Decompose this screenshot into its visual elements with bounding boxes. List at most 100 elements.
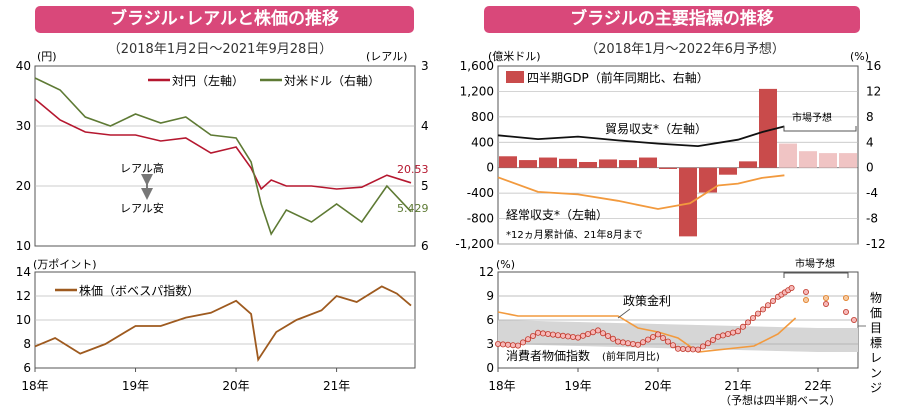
- cpi-point: [600, 330, 607, 337]
- stock-tick: 6: [23, 361, 31, 375]
- right-title: ブラジルの主要指標の推移: [570, 9, 774, 29]
- fx-left-unit: (円): [37, 50, 57, 63]
- bovespa-line: [34, 285, 412, 363]
- cpi-markers: [494, 284, 795, 353]
- cpi-point: [715, 333, 722, 340]
- macro-right-tick: 0: [866, 161, 874, 175]
- label-policy: 政策金利: [623, 293, 671, 308]
- left-x-tick: 21年: [323, 379, 350, 393]
- cpi-point: [765, 302, 772, 309]
- cpi-point: [509, 342, 516, 349]
- annot-real-weak: レアル安: [120, 201, 164, 215]
- left-title: ブラジル･レアルと株価の推移: [110, 9, 339, 29]
- fx-gridlines: [35, 125, 415, 187]
- cpi-point: [720, 332, 727, 339]
- cpi-point: [640, 339, 647, 346]
- stock-tick: 14: [16, 265, 31, 279]
- gdp-bar: [559, 158, 577, 168]
- inflation-tick: 3: [486, 337, 494, 351]
- stock-tick: 12: [16, 289, 31, 303]
- cpi-point: [525, 336, 532, 343]
- side-label-char: ン: [870, 366, 882, 380]
- macro-left-tick: 0: [486, 161, 494, 175]
- cpi-point: [650, 333, 657, 340]
- macro-left-tick: 1,600: [460, 59, 494, 73]
- gdp-bar: [759, 88, 777, 168]
- cpi-point: [675, 345, 682, 352]
- left-x-tick: 18年: [21, 379, 48, 393]
- cpi-point: [610, 335, 617, 342]
- inflation-y-axis: 12 9 6 3 0: [479, 265, 494, 375]
- cpi-point: [565, 333, 572, 340]
- policy-forecast-point: [823, 294, 830, 301]
- cpi-point: [515, 342, 522, 349]
- cpi-point: [494, 340, 501, 347]
- macro-right-tick: 8: [866, 110, 874, 124]
- policy-forecast-point: [803, 296, 810, 303]
- label-trade: 貿易収支*（左軸）: [605, 121, 707, 136]
- inflation-tick: 0: [486, 361, 494, 375]
- cpi-point: [755, 310, 762, 317]
- forecast-markers: [803, 288, 858, 323]
- inflation-forecast-label: 市場予想: [795, 257, 835, 270]
- fx-left-tick: 20: [16, 179, 31, 193]
- fx-right-tick: 5: [421, 179, 429, 193]
- label-current: 経常収支*（左軸）: [506, 207, 608, 222]
- label-policy-leader: [617, 308, 631, 319]
- label-cpi-note: (前年同月比): [602, 350, 660, 363]
- cpi-point: [630, 340, 637, 347]
- gdp-bar: [499, 156, 517, 168]
- stock-tick: 10: [16, 313, 31, 327]
- cpi-point: [695, 346, 702, 353]
- gdp-bar: [779, 143, 797, 168]
- cpi-point: [750, 314, 757, 321]
- side-label-char: レ: [870, 351, 882, 365]
- cpi-point: [535, 329, 542, 336]
- fx-plot-frame: [34, 65, 416, 247]
- cpi-point: [745, 319, 752, 326]
- cpi-point: [740, 323, 747, 330]
- cpi-point: [725, 330, 732, 337]
- stock-y-axis: 14 12 10 8 6: [16, 265, 31, 375]
- policy-forecast-point: [843, 294, 850, 301]
- cpi-point: [570, 333, 577, 340]
- side-label-char: 目: [870, 321, 882, 335]
- cpi-point: [520, 339, 527, 346]
- cpi-point: [530, 332, 537, 339]
- gdp-bar: [799, 151, 817, 168]
- macro-right-unit: (%): [850, 50, 869, 63]
- macro-left-unit: (億米ドル): [488, 50, 541, 63]
- right-x-tick: 18年: [488, 379, 515, 393]
- macro-right-tick: -4: [866, 186, 878, 200]
- macro-left-tick: -400: [467, 186, 494, 200]
- cpi-point: [660, 334, 667, 341]
- macro-left-tick: 400: [471, 135, 494, 149]
- left-x-tick: 19年: [122, 379, 149, 393]
- side-label-char: 標: [870, 336, 882, 350]
- fx-left-tick: 30: [16, 119, 31, 133]
- inflation-gridlines: [498, 295, 858, 345]
- current-account-line: [497, 174, 785, 210]
- macro-left-tick: 1,200: [460, 84, 494, 98]
- gdp-bar: [579, 161, 597, 168]
- cpi-point: [735, 328, 742, 335]
- fx-left-tick: 40: [16, 59, 31, 73]
- cpi-point: [705, 340, 712, 347]
- cpi-forecast-point: [803, 288, 810, 295]
- cpi-point: [540, 330, 547, 337]
- gdp-bar: [659, 167, 677, 169]
- macro-left-tick: -800: [467, 212, 494, 226]
- inflation-forecast-bracket: [783, 272, 849, 278]
- fx-right-axis: 3 4 5 6: [421, 59, 429, 253]
- inflation-tick: 9: [486, 289, 494, 303]
- gdp-bar: [839, 153, 857, 168]
- fx-right-tick: 6: [421, 239, 429, 253]
- fx-left-axis: 40 30 20 10: [16, 59, 31, 253]
- cpi-point: [560, 332, 567, 339]
- side-label-char: 物: [870, 291, 882, 305]
- stock-unit: (万ポイント): [33, 258, 97, 271]
- last-value-yen: 20.53: [397, 163, 429, 176]
- cpi-point: [615, 338, 622, 345]
